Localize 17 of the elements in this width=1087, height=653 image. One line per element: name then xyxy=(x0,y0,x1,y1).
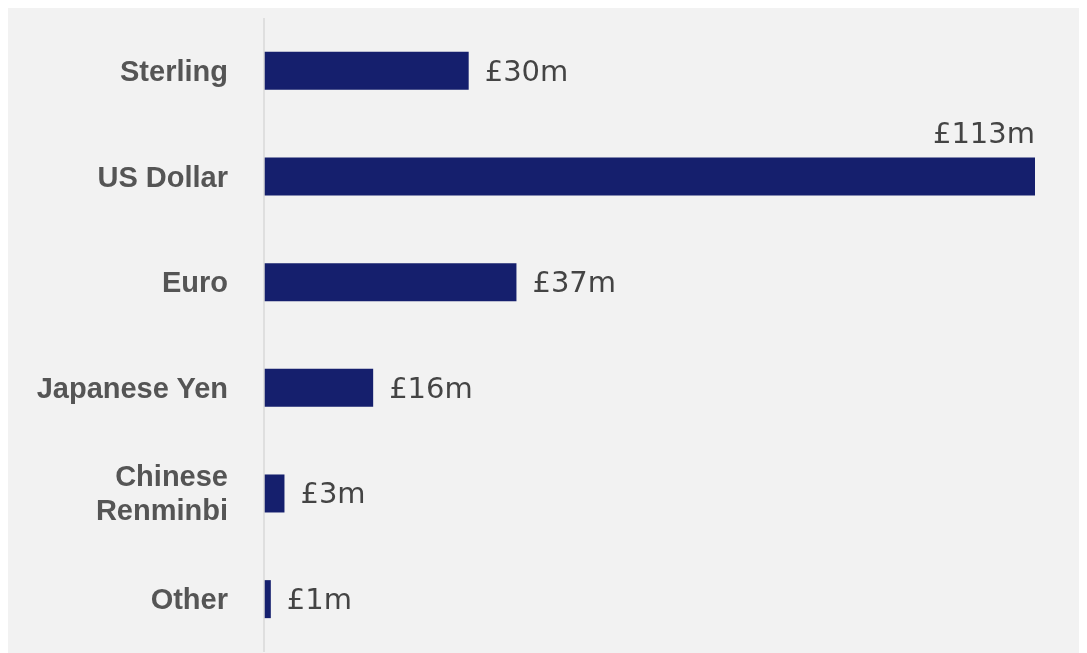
bar xyxy=(264,157,1035,196)
bar xyxy=(264,368,374,407)
data-label: £3m xyxy=(300,476,366,511)
bar xyxy=(264,51,469,90)
y-tick-label: US Dollar xyxy=(97,160,228,193)
y-tick-label: Japanese Yen xyxy=(36,371,228,404)
y-tick-label: Sterling xyxy=(120,54,228,87)
data-label: £30m xyxy=(484,53,569,88)
data-label: £113m xyxy=(932,116,1035,151)
data-label: £1m xyxy=(286,582,352,617)
y-tick-label: Other xyxy=(150,583,228,616)
y-tick-label: Chinese Renminbi xyxy=(95,459,228,526)
bar xyxy=(264,474,285,513)
bar xyxy=(264,263,517,302)
data-label: £16m xyxy=(389,370,473,405)
y-tick-label: Euro xyxy=(161,266,228,299)
data-label: £37m xyxy=(532,265,617,300)
